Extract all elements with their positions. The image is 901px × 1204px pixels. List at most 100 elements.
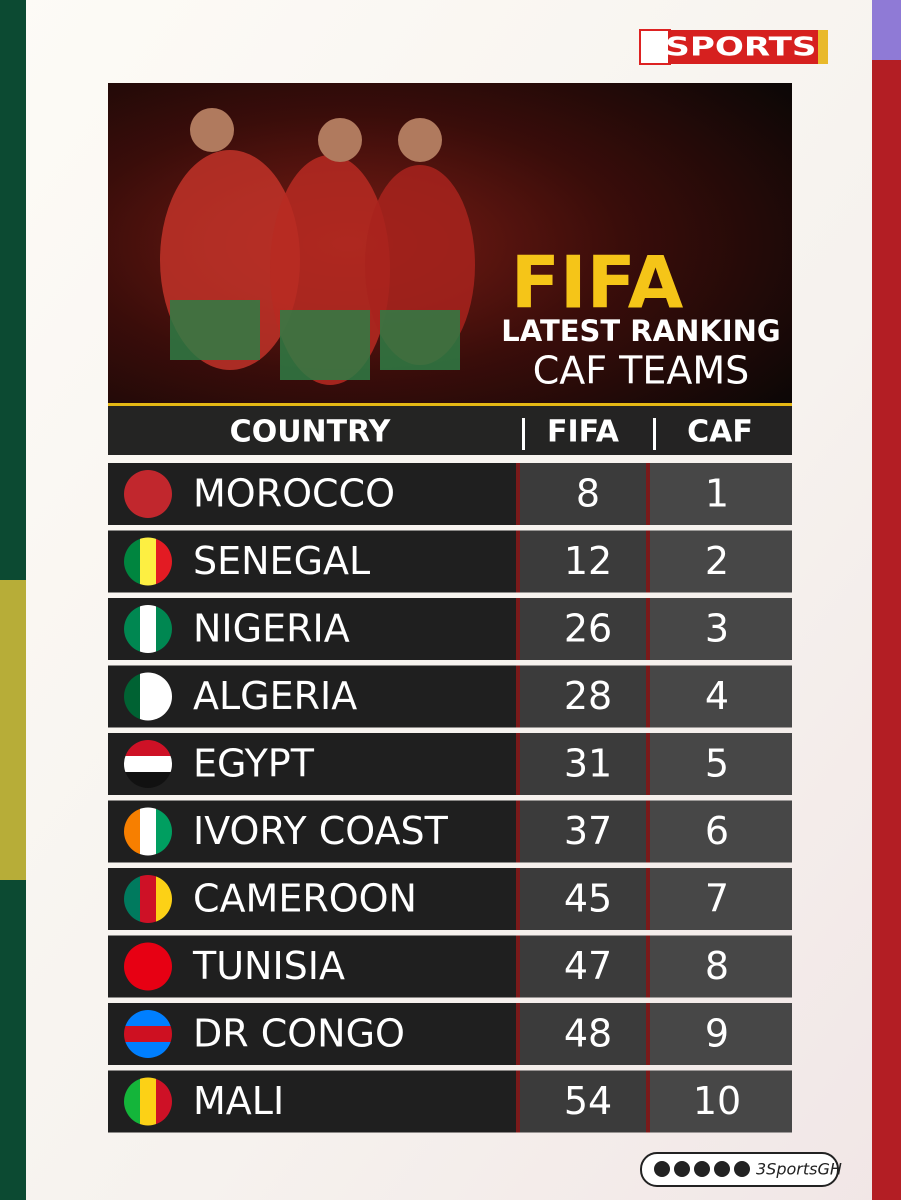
flag: [124, 537, 172, 586]
caf-rank: 3: [705, 607, 729, 651]
fifa-rank: 28: [564, 674, 612, 718]
flag-band: [140, 807, 156, 856]
flag-band: [124, 537, 140, 586]
country-name: DR CONGO: [193, 1012, 405, 1056]
fifa-rank: 8: [576, 472, 600, 516]
cell-edge: [516, 1070, 520, 1133]
flag-band: [140, 605, 156, 653]
caf-cell: [646, 530, 792, 593]
country-name: IVORY COAST: [193, 809, 449, 853]
cell-edge: [516, 1003, 520, 1065]
flag-band: [124, 958, 172, 975]
country-name: SENEGAL: [193, 539, 370, 583]
row-background: [108, 665, 516, 728]
country-name: MALI: [193, 1079, 284, 1123]
caf-cell: [646, 800, 792, 863]
cell-edge: [516, 665, 520, 728]
flag-band: [156, 537, 172, 586]
fifa-cell: [516, 868, 646, 930]
table-header: [108, 405, 792, 455]
fifa-cell: [516, 1070, 646, 1133]
flag-band: [124, 1077, 140, 1126]
caf-rank: 10: [693, 1079, 741, 1123]
cell-edge: [516, 530, 520, 593]
left-stripe-accent: [0, 580, 26, 880]
subtitle: CAF TEAMS: [533, 349, 750, 393]
row-background: [108, 1003, 516, 1065]
flag-band: [140, 537, 156, 586]
cell-edge: [646, 733, 650, 795]
logo: 3SPORTS: [639, 29, 828, 65]
caf-rank: 2: [705, 539, 729, 583]
country-name: CAMEROON: [193, 877, 417, 921]
flag-band: [124, 974, 172, 991]
fifa-rank: 31: [564, 742, 612, 786]
flag-band: [124, 672, 140, 721]
cell-edge: [646, 463, 650, 525]
row-background: [108, 935, 516, 998]
caf-rank: 5: [705, 742, 729, 786]
cell-edge: [646, 598, 650, 660]
flag-band: [156, 605, 172, 653]
flag: [124, 605, 172, 653]
cell-edge: [646, 868, 650, 930]
cell-edge: [646, 665, 650, 728]
flag-band: [124, 772, 172, 788]
social-handle: 3SportsGH: [756, 1160, 842, 1179]
flag-band: [124, 1010, 172, 1026]
flag: [124, 672, 172, 721]
flag-band: [156, 807, 172, 856]
caf-cell: [646, 598, 792, 660]
fifa-cell: [516, 463, 646, 525]
caf-cell: [646, 733, 792, 795]
fifa-rank: 54: [564, 1079, 612, 1123]
cell-edge: [516, 733, 520, 795]
flag: [124, 1077, 172, 1126]
country-name: TUNISIA: [192, 944, 345, 988]
separator: [522, 418, 525, 450]
right-stripe-accent: [872, 0, 901, 60]
hero-photo: [108, 83, 792, 405]
flag-band: [140, 672, 156, 721]
country-name: EGYPT: [193, 742, 315, 786]
logo-text: 3SPORTS: [642, 33, 817, 63]
caf-cell: [646, 868, 792, 930]
fifa-cell: [516, 800, 646, 863]
flag-band: [140, 875, 156, 923]
flag: [124, 942, 172, 991]
fifa-cell: [516, 530, 646, 593]
flag: [124, 740, 172, 788]
flag: [124, 807, 172, 856]
caf-cell: [646, 665, 792, 728]
cell-edge: [516, 935, 520, 998]
cell-edge: [516, 598, 520, 660]
flag: [124, 1010, 172, 1058]
fifa-rank: 47: [564, 944, 612, 988]
flag-band: [124, 1026, 172, 1042]
flag-band: [124, 942, 172, 959]
column-header: COUNTRY: [230, 415, 392, 450]
separator: [653, 418, 656, 450]
flag-band: [124, 486, 172, 502]
column-header: FIFA: [547, 415, 620, 450]
subtitle: LATEST RANKING: [501, 314, 780, 348]
cell-edge: [516, 868, 520, 930]
caf-cell: [646, 463, 792, 525]
fifa-cell: [516, 1003, 646, 1065]
flag-band: [124, 875, 140, 923]
fifa-rank: 37: [564, 809, 612, 853]
cell-edge: [646, 530, 650, 593]
flag-band: [124, 756, 172, 772]
caf-cell: [646, 1070, 792, 1133]
cell-edge: [646, 800, 650, 863]
country-name: MOROCCO: [193, 472, 395, 516]
fifa-rank: 48: [564, 1012, 612, 1056]
fifa-cell: [516, 598, 646, 660]
header-rule: [108, 403, 792, 406]
title: FIFA: [511, 241, 684, 325]
fifa-rank: 12: [564, 539, 612, 583]
cell-edge: [516, 800, 520, 863]
row-background: [108, 733, 516, 795]
cell-edge: [646, 935, 650, 998]
